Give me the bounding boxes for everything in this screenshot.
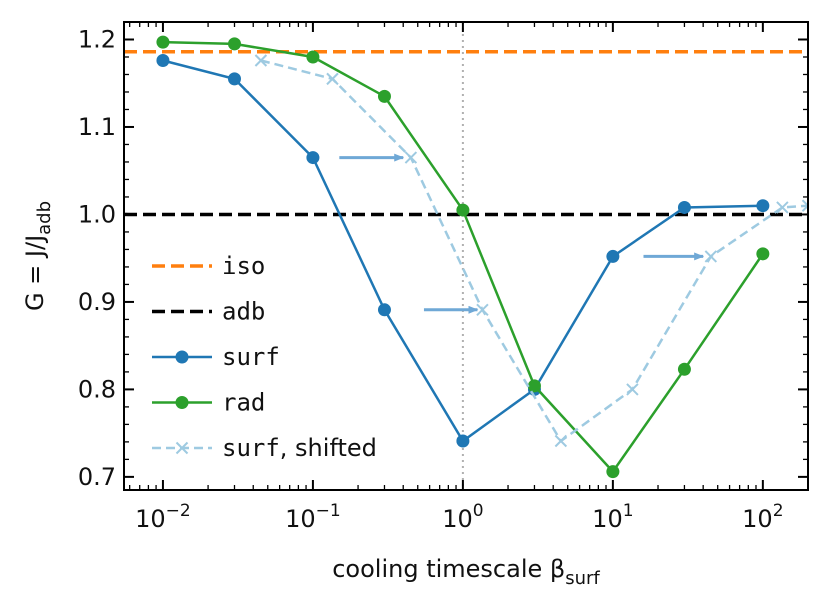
data-point-surf [456,434,470,448]
legend-label: iso [222,252,265,280]
x-tick-base: 10 [742,505,773,533]
y-tick-label: 0.8 [78,375,116,403]
y-tick-label: 1.1 [78,113,116,141]
x-tick-exponent: 2 [773,501,784,521]
legend-label-rest: , shifted [280,434,377,462]
data-point-surf [227,72,241,86]
data-point-rad [377,89,391,103]
data-point-surf-shifted [476,303,489,317]
data-point-rad [456,203,470,217]
y-axis-label: G = J/Jadb [21,201,55,311]
y-tick-label: 0.7 [78,463,116,491]
data-point-surf [606,249,620,263]
x-tick-label: 100 [442,501,483,533]
legend-entry: rad [152,389,265,417]
legend-label: surf [222,343,280,371]
plot-area [124,22,808,490]
x-marker-stroke [704,250,718,263]
x-tick-exponent: −1 [316,501,341,521]
x-tick-label: 10−1 [285,501,341,533]
x-marker-stroke [254,54,268,67]
data-point-surf [756,199,770,213]
data-point-rad [677,362,691,376]
legend-label: adb [222,298,265,326]
plot-frame [123,21,809,491]
data-point-surf-shifted [704,250,718,263]
data-point-surf [306,151,320,165]
y-tick-label: 0.9 [78,288,116,316]
x-tick-exponent: 0 [473,501,484,521]
x-marker-stroke [476,303,489,317]
x-tick-base: 10 [285,505,316,533]
data-point-rad [156,35,170,49]
legend-entry: surf [152,343,280,371]
data-point-surf-shifted [801,199,808,212]
data-point-surf [377,303,391,317]
legend-marker-circle [175,396,189,409]
x-tick-label: 101 [592,501,633,533]
x-marker-stroke [626,383,639,396]
x-axis-label: cooling timescale βsurf [332,555,600,589]
data-point-surf [156,53,170,67]
x-tick-label: 10−2 [135,501,191,533]
data-point-rad [227,37,241,51]
x-tick-exponent: −2 [166,501,191,521]
legend-label: surf, shifted [222,434,377,462]
x-marker-stroke [776,201,789,214]
legend-label: rad [222,389,265,417]
legend-marker-circle [175,350,189,364]
y-tick-label: 1.2 [78,25,116,53]
x-tick-label: 102 [742,501,783,533]
y-axis-label-main: G = J/J [21,235,49,311]
data-point-rad [306,50,320,64]
data-point-surf-shifted [776,201,789,214]
data-point-surf [677,200,691,214]
data-point-surf-shifted [404,151,418,164]
x-axis-label-subscript: surf [565,568,600,589]
legend-label-mono: surf [222,434,280,462]
legend-marker-x [175,441,189,455]
x-tick-base: 10 [592,505,623,533]
data-point-surf-shifted [554,434,568,448]
data-point-rad [606,465,620,479]
x-marker-stroke [404,151,418,164]
data-point-rad [756,247,770,261]
legend-entry: adb [152,298,265,326]
x-tick-exponent: 1 [623,501,634,521]
data-point-surf-shifted [254,54,268,67]
x-tick-base: 10 [135,505,166,533]
x-marker-stroke [326,72,339,86]
x-tick-base: 10 [442,505,473,533]
data-point-rad [527,379,541,393]
x-marker-stroke [554,434,568,448]
x-marker-stroke [801,204,808,212]
legend-entry: surf, shifted [152,434,377,462]
axis-labels: 0.70.80.91.01.11.210−2 10−1 100 101 102cooli… [21,25,784,589]
x-marker-stroke [801,199,808,208]
data-point-surf-shifted [326,72,339,86]
legend-entry: iso [152,252,265,280]
y-axis-label-subscript: adb [34,201,55,235]
y-tick-label: 1.0 [78,200,116,228]
plot-clipped-group [124,22,808,490]
data-point-surf-shifted [626,383,639,396]
x-axis-label-main: cooling timescale β [332,555,565,583]
